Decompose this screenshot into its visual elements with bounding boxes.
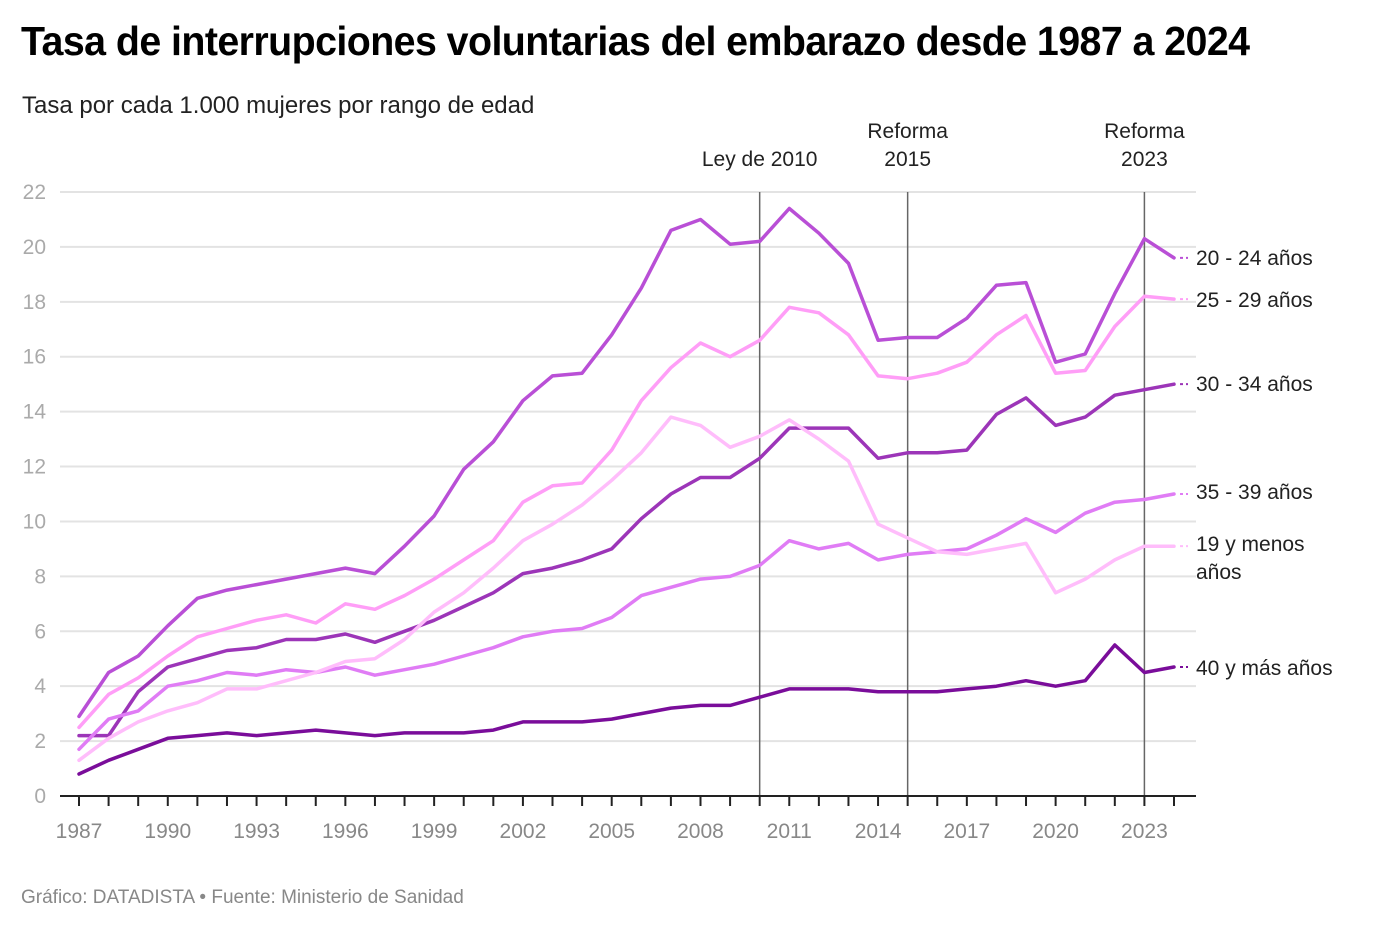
series-label: 35 - 39 años [1196, 481, 1313, 504]
series-line-2 [77, 382, 1176, 738]
x-tick-label: 2023 [1121, 820, 1168, 843]
series-line-0 [77, 206, 1176, 719]
y-tick-label: 18 [23, 291, 46, 314]
series-line-3 [77, 492, 1176, 752]
y-tick-label: 0 [34, 785, 46, 808]
annotations: Ley de 2010 Reforma 2015 Reforma 2023 [702, 120, 1185, 796]
series-label: 40 y más años [1196, 657, 1333, 680]
x-tick-label: 2002 [500, 820, 547, 843]
annotation-label: Reforma [1104, 120, 1185, 143]
x-tick-label: 2020 [1032, 820, 1079, 843]
annotation-label: 2023 [1121, 148, 1168, 171]
x-tick-label: 1999 [411, 820, 458, 843]
y-tick-label: 8 [34, 565, 46, 588]
y-tick-label: 10 [23, 510, 46, 533]
y-tick-label: 6 [34, 620, 46, 643]
x-tick-label: 2008 [677, 820, 724, 843]
series-line-4 [77, 415, 1176, 763]
y-tick-label: 20 [23, 236, 46, 259]
y-tick-label: 12 [23, 456, 46, 479]
series-label: 19 y menos [1196, 533, 1305, 556]
y-tick-label: 16 [23, 346, 46, 369]
x-tick-label: 2014 [855, 820, 902, 843]
series-label: 25 - 29 años [1196, 289, 1313, 312]
y-tick-label: 4 [34, 675, 46, 698]
series-label: años [1196, 561, 1242, 584]
x-tick-label: 1996 [322, 820, 369, 843]
annotation-label: Ley de 2010 [702, 148, 818, 171]
x-tick-label: 1993 [233, 820, 280, 843]
series-line-5 [77, 643, 1176, 776]
series-label: 20 - 24 años [1196, 247, 1313, 270]
x-tick-label: 2011 [767, 820, 812, 843]
x-tick-label: 1990 [144, 820, 191, 843]
x-tick-label: 2017 [943, 820, 990, 843]
chart-subtitle: Tasa por cada 1.000 mujeres por rango de… [22, 92, 535, 119]
x-tick-label: 2005 [588, 820, 635, 843]
series-lines [77, 206, 1176, 776]
y-axis: 0 2 4 6 8 10 12 14 16 18 20 22 [23, 181, 47, 808]
annotation-label: 2015 [884, 148, 931, 171]
y-tick-label: 2 [34, 730, 46, 753]
line-chart: 0 2 4 6 8 10 12 14 16 18 20 22 Ley de 2010 Reforma 20… [23, 120, 1333, 843]
x-tick-label: 1987 [56, 820, 103, 843]
series-line-1 [77, 294, 1176, 730]
source-footer: Gráfico: DATADISTA • Fuente: Ministerio … [21, 887, 464, 908]
series-labels: 20 - 24 años 25 - 29 años 30 - 34 años 35 -… [1180, 247, 1333, 680]
y-tick-label: 14 [23, 401, 47, 424]
x-axis: 1987 1990 1993 1996 1999 2002 2005 2008 2011 2014… [56, 795, 1196, 843]
annotation-label: Reforma [867, 120, 948, 143]
y-tick-label: 22 [23, 181, 46, 204]
chart-title: Tasa de interrupciones voluntarias del e… [21, 18, 1250, 64]
gridlines [60, 191, 1196, 743]
series-label: 30 - 34 años [1196, 373, 1313, 396]
